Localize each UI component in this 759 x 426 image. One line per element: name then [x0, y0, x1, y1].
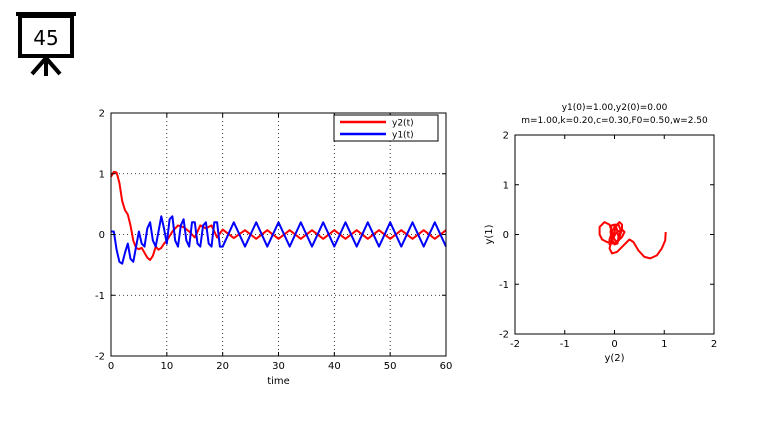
- series-line-0: [598, 221, 667, 260]
- time-series-legend: y2(t) y1(t): [333, 114, 439, 142]
- x-tick-label: 2: [711, 339, 717, 350]
- slide-number: 45: [33, 26, 58, 50]
- phase-chart-subtitle: m=1.00,k=0.20,c=0.30,F0=0.50,w=2.50: [521, 116, 708, 126]
- x-tick-label: 20: [216, 361, 229, 372]
- phase-chart-y-axis-label: y(1): [484, 224, 495, 244]
- y-tick-label: -2: [95, 352, 105, 363]
- phase-chart-lines: [598, 221, 667, 260]
- legend-label: y2(t): [392, 119, 414, 129]
- y-tick-label: 2: [99, 109, 105, 120]
- phase-chart-x-axis-label: y(2): [604, 353, 624, 364]
- y-tick-label: -2: [499, 330, 509, 341]
- time-series-x-axis-label: time: [267, 376, 290, 387]
- board-leg-left: [30, 56, 48, 76]
- time-series-grid: [111, 113, 446, 356]
- legend-label: y1(t): [392, 131, 414, 141]
- y-tick-label: 2: [503, 131, 509, 142]
- x-tick-label: 60: [440, 361, 453, 372]
- x-tick-label: 40: [328, 361, 341, 372]
- series-line-0: [110, 170, 447, 261]
- presentation-board-icon: 45: [16, 12, 76, 76]
- y-tick-label: 1: [503, 180, 509, 191]
- y-tick-label: -1: [95, 291, 105, 302]
- y-tick-label: -1: [499, 280, 509, 291]
- x-tick-label: 10: [160, 361, 173, 372]
- legend-box: [333, 114, 439, 142]
- y-tick-label: 0: [503, 230, 509, 241]
- time-series-lines: [110, 170, 447, 265]
- x-tick-label: -1: [560, 339, 570, 350]
- y-tick-label: 1: [99, 169, 105, 180]
- x-tick-label: 1: [661, 339, 667, 350]
- series-line-1: [111, 215, 447, 265]
- y-tick-label: 0: [99, 230, 105, 241]
- x-tick-label: 30: [272, 361, 285, 372]
- x-tick-label: -2: [510, 339, 520, 350]
- x-tick-label: 50: [384, 361, 397, 372]
- x-tick-label: 0: [611, 339, 617, 350]
- phase-chart-title: y1(0)=1.00,y2(0)=0.00: [562, 103, 668, 113]
- board-leg-right: [44, 56, 62, 76]
- phase-chart-ticks: -2 -1 0 1 2 -2 -1 0 1 2: [499, 131, 717, 351]
- time-series-ticks: 0 10 20 30 40 50 60 -2 -1 0 1 2: [95, 109, 452, 373]
- x-tick-label: 0: [108, 361, 114, 372]
